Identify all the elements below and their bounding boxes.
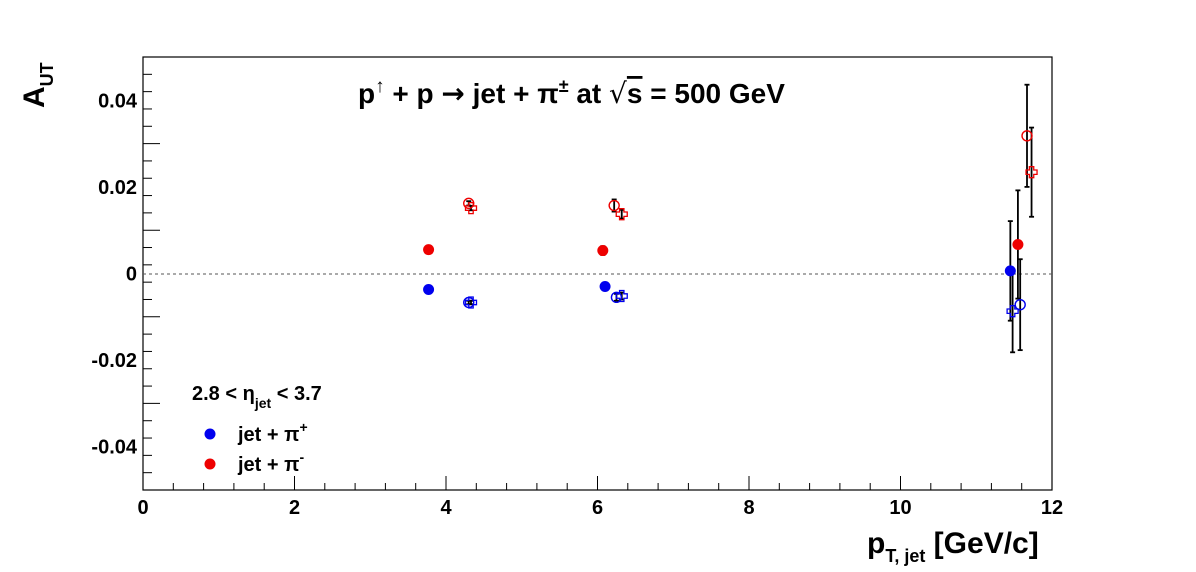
- data-point: [423, 244, 435, 256]
- axis-ticks: [142, 56, 1053, 491]
- data-point: [464, 296, 478, 309]
- data-point: [1006, 305, 1019, 318]
- data-point: [597, 245, 609, 257]
- legend-marker-pi-minus: [204, 458, 216, 470]
- x-tick-label: 6: [592, 497, 603, 519]
- data-point: [1025, 166, 1038, 179]
- chart-title: p↑ + p → jet + π± at √s = 500 GeV: [358, 76, 785, 110]
- legend-label-pi-plus: jet + π+: [237, 419, 308, 446]
- x-tick-label: 2: [289, 497, 300, 519]
- y-tick-label: -0.02: [91, 350, 137, 372]
- data-point: [615, 289, 628, 303]
- y-tick-label: 0: [126, 264, 137, 286]
- data-point: [610, 291, 623, 304]
- y-tick-label: 0.02: [98, 177, 137, 199]
- x-tick-label: 4: [440, 497, 452, 519]
- data-point: [608, 199, 620, 212]
- data-point: [464, 201, 478, 215]
- x-tick-label: 12: [1041, 497, 1063, 519]
- legend-marker-pi-plus: [204, 428, 216, 440]
- data-point: [1004, 265, 1016, 277]
- legend-header: 2.8 < ηjet < 3.7: [192, 383, 322, 411]
- x-axis-label: pT, jet [GeV/c]: [867, 527, 1039, 566]
- data-markers: [423, 130, 1038, 318]
- x-tick-labels: 0 2 4 6 8 10 12: [137, 497, 1063, 519]
- data-point: [615, 208, 628, 221]
- x-tick-label: 8: [743, 497, 754, 519]
- data-point: [599, 280, 611, 292]
- y-tick-label: 0.04: [98, 90, 138, 112]
- y-axis-label: AUT: [18, 62, 57, 108]
- data-point: [1021, 130, 1033, 142]
- x-tick-label: 0: [137, 497, 148, 519]
- legend-label-pi-minus: jet + π-: [237, 449, 304, 476]
- data-point: [1012, 238, 1024, 250]
- data-point: [1014, 298, 1026, 311]
- x-tick-label: 10: [889, 497, 911, 519]
- y-tick-labels: 0.04 0.02 0 -0.02 -0.04: [91, 90, 137, 458]
- y-tick-label: -0.04: [91, 437, 137, 459]
- legend: 2.8 < ηjet < 3.7 jet + π+ jet + π-: [192, 383, 322, 476]
- data-point: [423, 284, 435, 296]
